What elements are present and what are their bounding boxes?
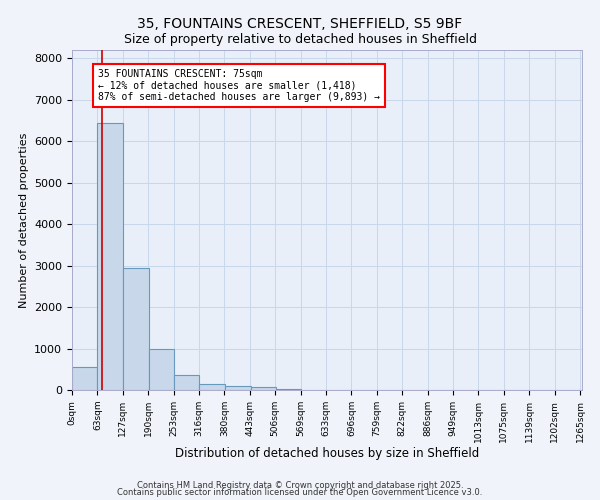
Bar xyxy=(97,122,123,390)
Bar xyxy=(149,348,174,390)
Y-axis label: Number of detached properties: Number of detached properties xyxy=(19,132,29,308)
Text: 35 FOUNTAINS CRESCENT: 75sqm
← 12% of detached houses are smaller (1,418)
87% of: 35 FOUNTAINS CRESCENT: 75sqm ← 12% of de… xyxy=(98,68,380,102)
Text: Contains HM Land Registry data © Crown copyright and database right 2025.: Contains HM Land Registry data © Crown c… xyxy=(137,480,463,490)
Text: Contains public sector information licensed under the Open Government Licence v3: Contains public sector information licen… xyxy=(118,488,482,497)
Bar xyxy=(225,386,251,390)
Bar xyxy=(123,268,149,390)
X-axis label: Distribution of detached houses by size in Sheffield: Distribution of detached houses by size … xyxy=(175,448,479,460)
Bar xyxy=(199,384,225,390)
Bar xyxy=(72,367,97,390)
Text: 35, FOUNTAINS CRESCENT, SHEFFIELD, S5 9BF: 35, FOUNTAINS CRESCENT, SHEFFIELD, S5 9B… xyxy=(137,18,463,32)
Text: Size of property relative to detached houses in Sheffield: Size of property relative to detached ho… xyxy=(124,32,476,46)
Bar xyxy=(251,387,276,390)
Bar xyxy=(174,376,199,390)
Bar xyxy=(276,389,301,390)
